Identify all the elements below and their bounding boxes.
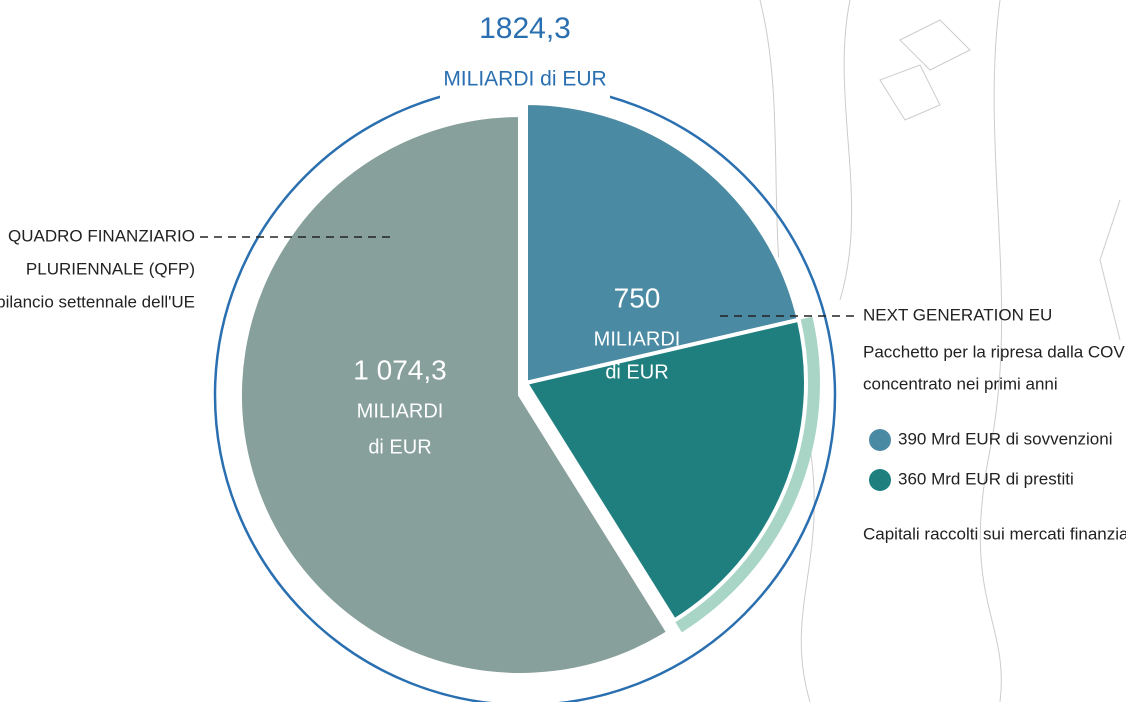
total-value: 1824,3: [479, 12, 571, 45]
chart: 1824,3 MILIARDI di EUR QUADRO FINANZIARI…: [0, 0, 1126, 702]
group-value: 750: [614, 282, 661, 313]
qfp-label: il bilancio settennale dell'UE: [0, 292, 195, 311]
legend-label: 390 Mrd EUR di sovvenzioni: [898, 429, 1112, 448]
pie: [240, 103, 820, 675]
group-unit: di EUR: [605, 361, 668, 383]
legend-swatch: [869, 429, 891, 451]
slice-unit: di EUR: [368, 436, 431, 458]
qfp-label: PLURIENNALE (QFP): [26, 259, 195, 278]
qfp-label: QUADRO FINANZIARIO: [8, 226, 195, 245]
ngeu-text: Pacchetto per la ripresa dalla COVID-19: [863, 342, 1126, 361]
group-unit: MILIARDI: [594, 328, 681, 350]
slice-value: 1 074,3: [353, 354, 446, 385]
total-unit: MILIARDI di EUR: [443, 68, 606, 91]
legend-swatch: [869, 469, 891, 491]
ngeu-text: concentrato nei primi anni: [863, 374, 1058, 393]
legend-label: 360 Mrd EUR di prestiti: [898, 469, 1074, 488]
slice-unit: MILIARDI: [357, 400, 444, 422]
ngeu-note: Capitali raccolti sui mercati finanziari: [863, 524, 1126, 543]
ngeu-title: NEXT GENERATION EU: [863, 305, 1052, 324]
